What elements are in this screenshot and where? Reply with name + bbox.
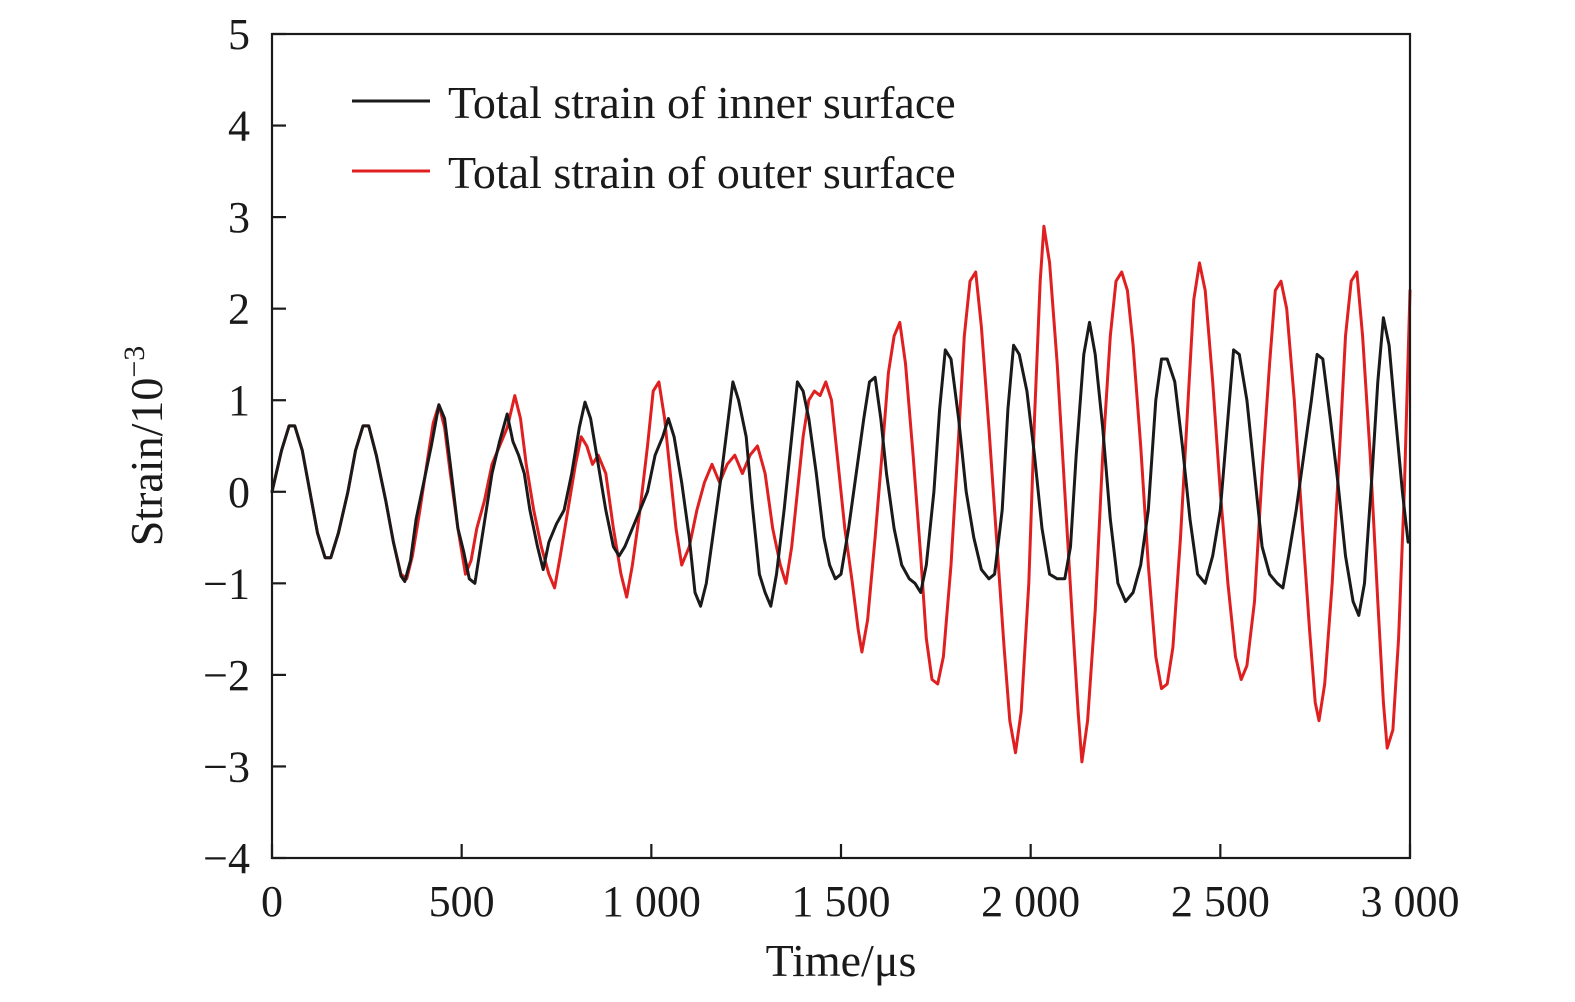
series-layer <box>270 224 1412 764</box>
x-axis: 0 500 1 000 1 500 2 000 2 500 3 000 <box>261 844 1460 926</box>
legend: Total strain of inner surface Total stra… <box>352 77 956 198</box>
x-tick-label: 500 <box>429 877 495 926</box>
y-tick-label: 1 <box>228 376 250 425</box>
series-line-outer-surface <box>270 224 1412 764</box>
y-tick-label: −1 <box>203 559 250 608</box>
x-tick-label: 3 000 <box>1361 877 1460 926</box>
x-tick-label: 2 000 <box>981 877 1080 926</box>
x-axis-label: Time/μs <box>766 935 917 986</box>
series-line-inner-surface <box>270 316 1410 617</box>
y-tick-label: 5 <box>228 10 250 59</box>
y-tick-label: 4 <box>228 102 250 151</box>
legend-label-inner-surface: Total strain of inner surface <box>448 77 956 128</box>
x-tick-label: 2 500 <box>1171 877 1270 926</box>
y-tick-label: 0 <box>228 468 250 517</box>
y-axis-label: Strain/10−3 <box>118 346 172 547</box>
legend-label-outer-surface: Total strain of outer surface <box>448 147 956 198</box>
x-tick-label: 0 <box>261 877 283 926</box>
y-axis-label-base: Strain/10 <box>121 378 172 547</box>
y-tick-label: 2 <box>228 285 250 334</box>
y-tick-label: −2 <box>203 651 250 700</box>
x-tick-label: 1 500 <box>792 877 891 926</box>
y-tick-label: −4 <box>203 834 250 883</box>
y-axis-label-exponent: −3 <box>118 346 151 378</box>
y-tick-label: −3 <box>203 742 250 791</box>
x-tick-label: 1 000 <box>602 877 701 926</box>
y-axis: −4 −3 −2 −1 0 1 2 3 4 5 <box>203 10 286 883</box>
y-tick-label: 3 <box>228 193 250 242</box>
